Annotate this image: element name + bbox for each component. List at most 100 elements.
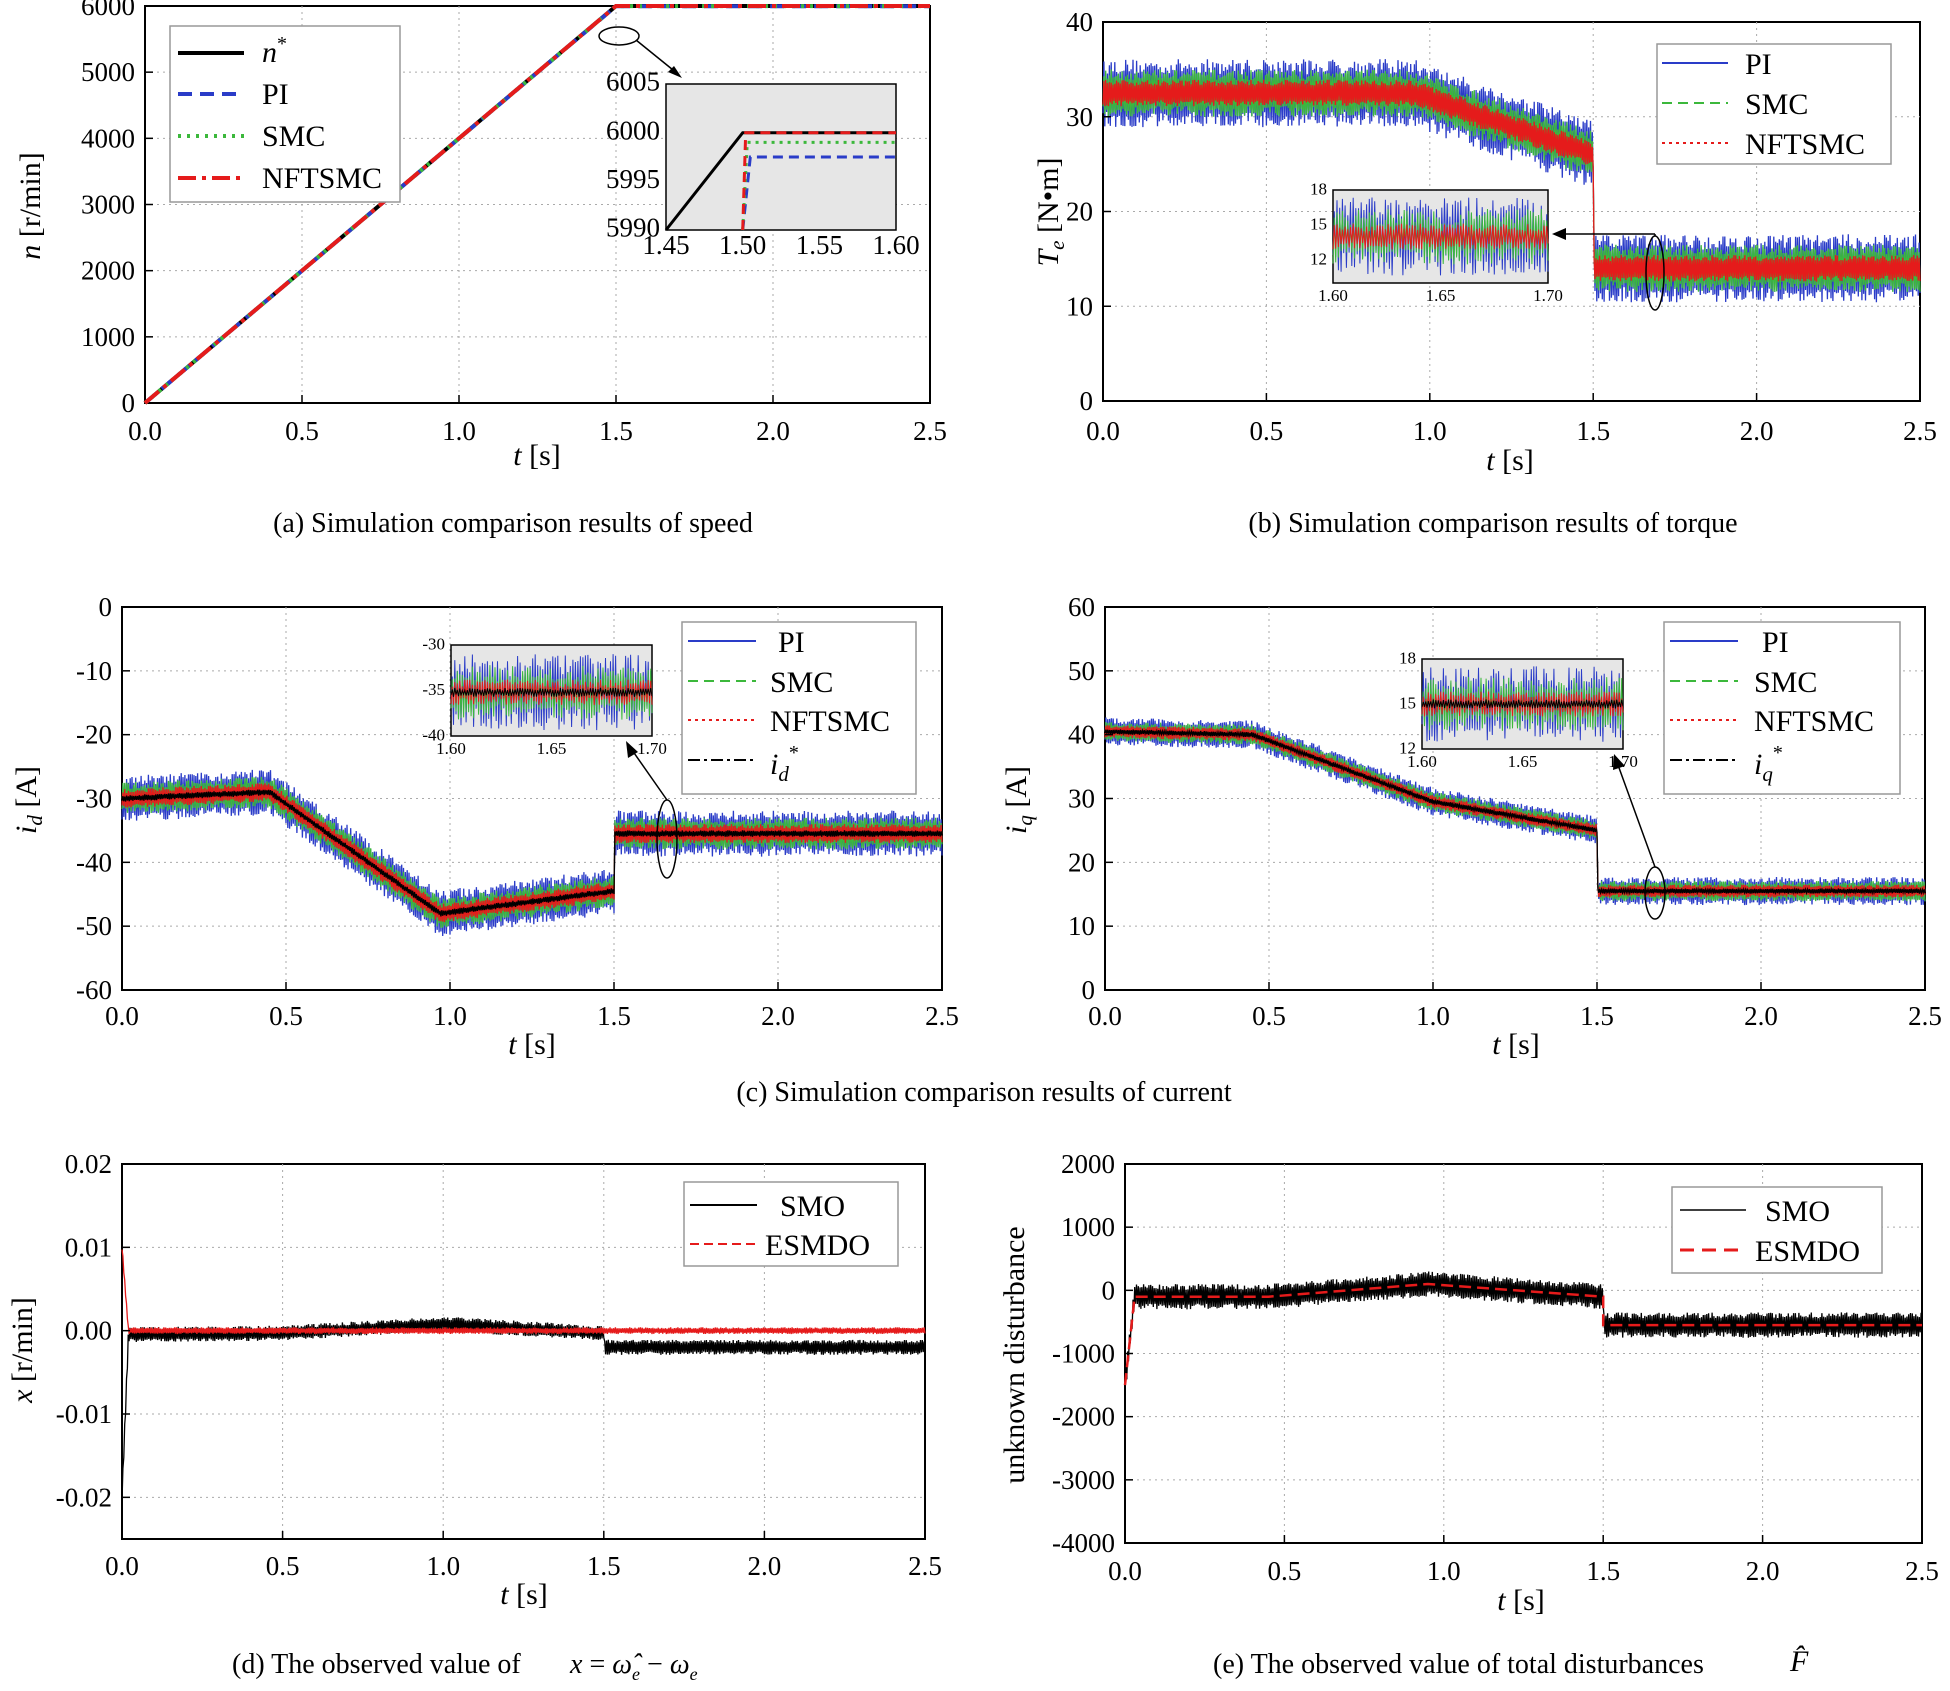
inset-tick-label-x: 1.70 — [1608, 752, 1638, 771]
chart-a: 0.0 0.5 1.0 1.5 2.0 2.5 0 1000 2000 3000 4000 5000 6… — [14, 0, 947, 539]
chart-c2-ticks: 0.0 0.5 1.0 1.5 2.0 2.5 0 10 20 30 40 50 60 — [1068, 592, 1942, 1031]
chart-e: 0.0 0.5 1.0 1.5 2.0 2.5 2000 1000 0 -1000 -2000 -30… — [998, 1149, 1939, 1680]
inset-tick-label-y: -40 — [422, 726, 445, 745]
tick-label-x: 1.5 — [1580, 1001, 1614, 1031]
tick-label-x: 0.0 — [128, 416, 162, 446]
chart-c1-ticks: 0.0 0.5 1.0 1.5 2.0 2.5 0 -10 -20 -30 -40 -50 -60 — [76, 592, 959, 1031]
chart-d: 0.0 0.5 1.0 1.5 2.0 2.5 0.02 0.01 0.00 -0.01 -0.02… — [6, 1149, 942, 1684]
tick-label-x: 1.0 — [426, 1551, 460, 1581]
tick-label-y: 30 — [1068, 784, 1095, 814]
tick-label-x: 2.5 — [913, 416, 947, 446]
chart-b-caption: (b) Simulation comparison results of tor… — [1248, 508, 1737, 539]
chart-e-ticks: 0.0 0.5 1.0 1.5 2.0 2.5 2000 1000 0 -1000 -2000 -30… — [1052, 1149, 1939, 1586]
inset-tick-label-y: 5990 — [606, 213, 660, 243]
inset-tick-label-y: 6005 — [606, 67, 660, 97]
chart-a-series — [143, 3, 930, 405]
tick-label-x: 1.0 — [1427, 1556, 1461, 1586]
tick-label-y: -0.02 — [56, 1482, 112, 1512]
tick-label-x: 2.0 — [1744, 1001, 1778, 1031]
tick-label-x: 2.0 — [1740, 416, 1774, 446]
inset-tick-label-x: 1.60 — [436, 739, 466, 758]
chart-d-series — [121, 1249, 926, 1502]
chart-c2-legend: PI SMC NFTSMC iq* — [1663, 621, 1901, 795]
inset-tick-label-x: 1.65 — [1426, 286, 1456, 305]
tick-label-x: 2.0 — [756, 416, 790, 446]
inset-noise-band — [450, 687, 653, 697]
inset-tick-label-x: 1.45 — [642, 230, 689, 260]
legend-c1-smc-label: SMC — [770, 666, 833, 699]
tick-label-x: 1.5 — [597, 1001, 631, 1031]
tick-label-y: -60 — [76, 975, 112, 1005]
tick-label-x: 2.5 — [1908, 1001, 1942, 1031]
chart-b-ticks: 0.0 0.5 1.0 1.5 2.0 2.5 0 10 20 30 40 — [1066, 7, 1937, 446]
chart-d-ticks: 0.0 0.5 1.0 1.5 2.0 2.5 0.02 0.01 0.00 -0.01 -0.02 — [56, 1149, 942, 1581]
inset-tick-label-x: 1.50 — [719, 230, 766, 260]
tick-label-y: 60 — [1068, 592, 1095, 622]
series-e-smo-band — [1124, 1271, 1923, 1395]
chart-c2-legend-box — [1663, 621, 1901, 795]
legend-e-smo-label: SMO — [1765, 1195, 1830, 1228]
legend-c2-iqstar-label: iq* — [1754, 742, 1783, 786]
tick-label-y: 4000 — [81, 123, 135, 153]
chart-c2-zoom-arrow — [1617, 764, 1656, 868]
chart-b-ylabel: Te [N•m] — [1032, 158, 1069, 267]
chart-a-legend: n* PI SMC NFTSMC — [169, 25, 401, 203]
series-b-smc-band — [1102, 69, 1921, 293]
legend-c1-idstar-label: id* — [770, 742, 799, 786]
tick-label-y: 0.01 — [65, 1232, 112, 1262]
inset-tick-label-y: 12 — [1399, 739, 1416, 758]
chart-b-xlabel: t [s] — [1486, 444, 1534, 477]
inset-tick-label-x: 1.70 — [1533, 286, 1563, 305]
inset-noise-band — [1332, 223, 1549, 250]
chart-a-inset: 1.45 1.50 1.55 1.60 5990 5995 6000 6005 — [598, 26, 920, 260]
tick-label-x: 1.0 — [442, 416, 476, 446]
tick-label-x: 0.5 — [1250, 416, 1284, 446]
chart-b-legend: PI SMC NFTSMC — [1656, 43, 1892, 165]
series-a-nftsmc-line — [143, 3, 930, 405]
legend-a-smc-label: SMC — [262, 120, 325, 153]
chart-c-caption: (c) Simulation comparison results of cur… — [736, 1077, 1232, 1108]
tick-label-y: 0 — [122, 388, 136, 418]
chart-b-inset: 1.60 1.65 1.70 12 15 18 — [1310, 180, 1665, 311]
chart-c1-series — [121, 769, 943, 937]
legend-b-pi-label: PI — [1745, 48, 1772, 81]
series-e-esmdo-line — [1123, 1282, 1922, 1386]
chart-c1-legend-box — [681, 621, 917, 795]
tick-label-x: 2.0 — [748, 1551, 782, 1581]
tick-label-x: 0.0 — [1088, 1001, 1122, 1031]
tick-label-x: 0.5 — [269, 1001, 303, 1031]
chart-b-inset-series — [1332, 197, 1549, 276]
chart-c2-ylabel: iq [A] — [1000, 766, 1037, 834]
legend-e-esmdo-label: ESMDO — [1755, 1235, 1860, 1268]
tick-label-x: 0.0 — [1086, 416, 1120, 446]
inset-tick-label-y: 5995 — [606, 164, 660, 194]
legend-d-esmdo-label: ESMDO — [765, 1229, 870, 1262]
tick-label-x: 0.5 — [1268, 1556, 1302, 1586]
tick-label-x: 1.5 — [587, 1551, 621, 1581]
chart-e-series — [1123, 1271, 1923, 1395]
chart-d-legend: SMO ESMDO — [683, 1181, 899, 1267]
tick-label-y: 2000 — [1061, 1149, 1115, 1179]
chart-c2-inset: 1.60 1.65 1.70 12 15 18 — [1399, 649, 1666, 920]
tick-label-x: 1.5 — [1576, 416, 1610, 446]
chart-a-inset-ticks: 1.45 1.50 1.55 1.60 5990 5995 6000 6005 — [606, 67, 920, 260]
tick-label-x: 2.5 — [925, 1001, 959, 1031]
legend-a-pi-label: PI — [262, 78, 289, 111]
tick-label-y: -3000 — [1052, 1465, 1115, 1495]
chart-a-inset-series — [664, 131, 896, 231]
tick-label-y: -20 — [76, 720, 112, 750]
tick-label-y: 1000 — [81, 322, 135, 352]
inset-tick-label-y: 18 — [1310, 180, 1327, 199]
tick-label-y: -50 — [76, 911, 112, 941]
chart-a-ticks: 0.0 0.5 1.0 1.5 2.0 2.5 0 1000 2000 3000 4000 5000 6… — [81, 0, 947, 446]
chart-c2-zoom-arrowhead — [1613, 754, 1625, 770]
tick-label-x: 1.5 — [1586, 1556, 1620, 1586]
series-d-smo-band — [121, 1317, 926, 1502]
tick-label-y: 0 — [1080, 386, 1094, 416]
tick-label-y: 0 — [99, 592, 113, 622]
inset-tick-label-x: 1.65 — [1508, 752, 1538, 771]
chart-c1: 0.0 0.5 1.0 1.5 2.0 2.5 0 -10 -20 -30 -40 -50 -60 id… — [10, 592, 959, 1061]
tick-label-y: 20 — [1068, 847, 1095, 877]
chart-b-zoom-arrowhead — [1552, 228, 1566, 240]
